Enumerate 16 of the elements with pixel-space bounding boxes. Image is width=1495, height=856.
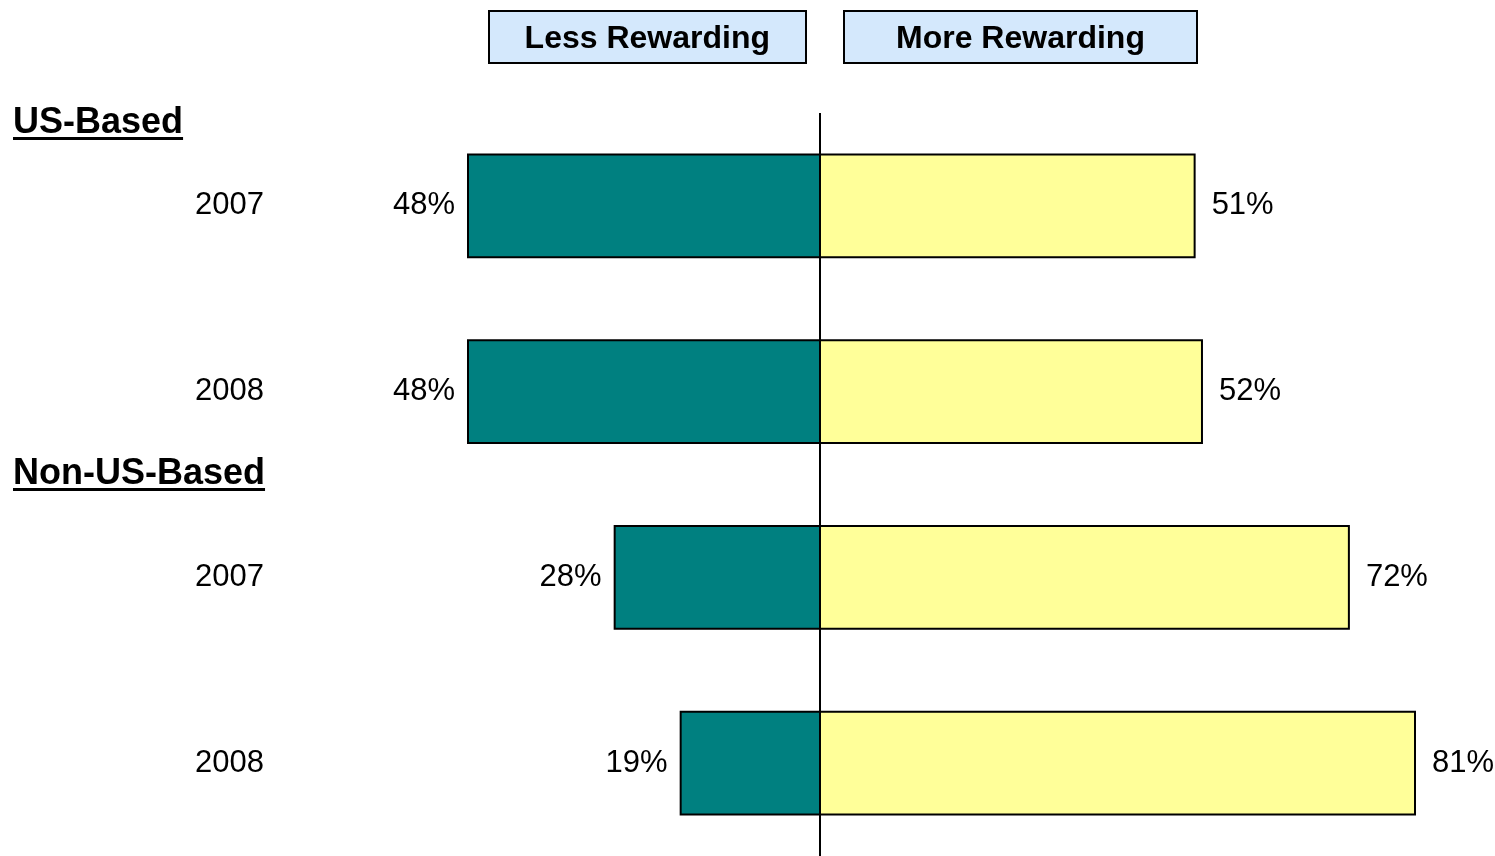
y-tick-label: 2008 [195, 372, 264, 408]
text: Non-US-Based [13, 450, 266, 492]
chart-title: Less Rewarding [487, 10, 807, 64]
data-label: 81% [1432, 743, 1495, 779]
data-label: 19% [605, 743, 668, 779]
data-label: 52% [1218, 372, 1282, 408]
text: US-Based [13, 99, 184, 141]
y-tick-label: 2007 [195, 557, 264, 593]
y-tick-label: 2007 [195, 186, 264, 222]
data-label: 51% [1211, 186, 1274, 222]
chart-title: More Rewarding [843, 10, 1198, 64]
y-tick-label: 2008 [195, 743, 264, 779]
data-label: 48% [392, 186, 455, 222]
data-label: 48% [392, 372, 455, 408]
data-label: 72% [1365, 557, 1428, 593]
data-label: 28% [539, 557, 602, 593]
